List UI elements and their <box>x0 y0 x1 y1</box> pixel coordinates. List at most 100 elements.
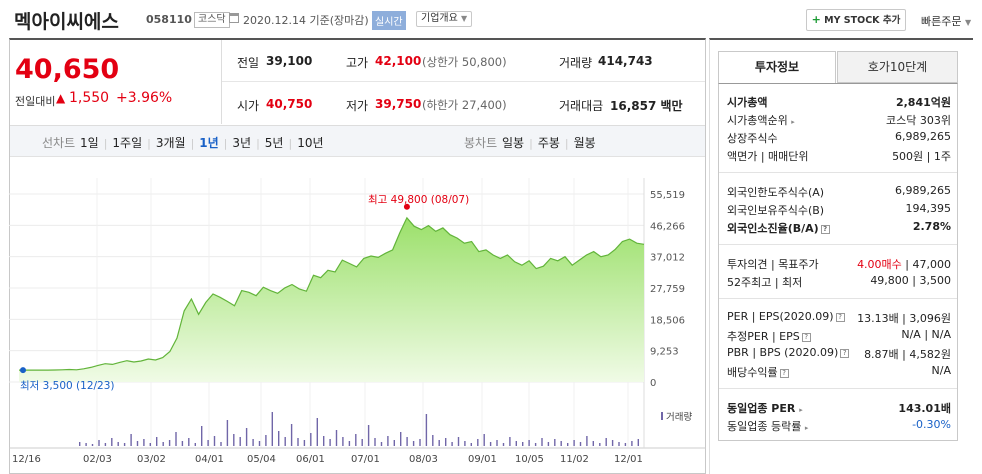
volume-bar <box>297 438 299 446</box>
volume-bar <box>117 442 119 446</box>
volume-bar <box>316 418 318 446</box>
period-tab-2[interactable]: 3개월 <box>155 136 186 150</box>
chart-max-label: 최고 49,800 (08/07) <box>368 194 470 206</box>
candle-tab-1[interactable]: 주봉 <box>537 136 560 150</box>
rank-label[interactable]: 시가총액순위 ▸ <box>727 112 795 128</box>
info-icon[interactable]: ? <box>820 225 830 234</box>
volume-bar <box>271 412 273 446</box>
volume-bar <box>252 439 254 446</box>
volume-bar <box>245 428 248 446</box>
period-tab-5[interactable]: 5년 <box>264 136 284 150</box>
volume-bar <box>419 439 421 446</box>
low-label: 저가 <box>346 99 369 113</box>
amount-value: 16,857 백만 <box>610 99 683 113</box>
volume-legend: 거래량 <box>661 409 692 423</box>
volume-bar <box>226 420 229 446</box>
calendar-icon <box>229 13 239 23</box>
volume-bar <box>528 440 530 446</box>
company-info-label: 기업개요 <box>421 13 458 24</box>
high-value: 42,100 <box>375 54 422 68</box>
quick-order-link[interactable]: 빠른주문 ▼ <box>921 13 971 29</box>
tab-invest-label: 투자정보 <box>754 60 800 74</box>
company-name: 멕아이씨에스 <box>14 11 119 33</box>
pbr-value: 8.87배 | 4,582원 <box>864 348 951 361</box>
date-text: 2020.12.14 기준(장마감) <box>243 14 369 27</box>
candle-tabs: 일봉 | 주봉 | 월봉 <box>502 134 596 151</box>
candle-tab-2[interactable]: 월봉 <box>573 136 596 150</box>
volume-bar <box>98 440 100 446</box>
change-percent: +3.96% <box>116 90 173 106</box>
volume-bar <box>457 437 460 446</box>
info-icon[interactable]: ? <box>779 369 789 378</box>
foreign-hold-label: 외국인보유주식수(B) <box>727 204 825 217</box>
period-tab-0[interactable]: 1일 <box>80 136 99 150</box>
volume-bar <box>284 437 286 446</box>
divider <box>719 388 957 389</box>
volume-bar <box>483 434 485 446</box>
foreign-rate-value: 2.78% <box>912 220 951 233</box>
info-icon[interactable]: ? <box>840 349 850 358</box>
price-divider <box>221 40 222 124</box>
period-tab-1[interactable]: 1주일 <box>112 136 143 150</box>
period-tab-3[interactable]: 1년 <box>199 136 219 150</box>
per-label: PER | EPS(2020.09) <box>727 310 834 323</box>
mcap-label: 시가총액 <box>727 96 768 109</box>
volume-bar <box>156 437 158 446</box>
volume-legend-label: 거래량 <box>666 412 693 423</box>
min-marker <box>20 367 26 374</box>
my-stock-add-button[interactable]: + MY STOCK 추가 <box>806 9 906 31</box>
industry-rate-label: 동일업종 등락률 <box>727 420 802 433</box>
mcap-value: 2,841억원 <box>895 96 951 109</box>
x-tick-label: 04/01 <box>195 454 224 465</box>
realtime-badge[interactable]: 실시간 <box>372 11 406 30</box>
industry-per-value: 143.01배 <box>898 402 951 415</box>
high-label: 고가 <box>346 56 369 70</box>
volume-bar <box>130 434 132 446</box>
est-per-value: N/A | N/A <box>901 328 951 341</box>
current-price: 40,650 <box>15 54 120 85</box>
volume-bar <box>278 431 280 446</box>
est-per-label: 추정PER | EPS <box>727 330 800 343</box>
candle-tab-0[interactable]: 일봉 <box>502 136 525 150</box>
x-tick-label: 06/01 <box>296 454 325 465</box>
volume-bar <box>445 438 447 446</box>
x-tick-label: 10/05 <box>515 454 544 465</box>
volume-label: 거래량 <box>559 56 593 70</box>
volume-bar <box>104 443 107 446</box>
company-info-dropdown[interactable]: 기업개요 ▼ <box>416 11 473 27</box>
x-tick-label: 12/01 <box>614 454 643 465</box>
volume-value: 414,743 <box>598 54 653 68</box>
volume-bar <box>380 442 383 446</box>
volume-bar <box>502 443 505 446</box>
period-tab-6[interactable]: 10년 <box>297 136 324 150</box>
industry-rate-link[interactable]: 동일업종 등락률 ▸ <box>727 418 808 434</box>
volume-bar <box>592 441 594 446</box>
price-line <box>19 216 645 371</box>
side-panel <box>709 38 973 474</box>
volume-bar <box>637 439 639 446</box>
per-value: 13.13배 | 3,096원 <box>857 312 951 325</box>
volume-bar <box>233 434 235 446</box>
volume-bar <box>489 442 492 446</box>
period-tab-4[interactable]: 3년 <box>232 136 252 150</box>
foreign-hold-value: 194,395 <box>905 202 952 215</box>
up-arrow-icon: ▲ <box>56 91 66 105</box>
volume-bar <box>624 443 627 446</box>
volume-bar <box>258 441 261 446</box>
my-stock-label: MY STOCK 추가 <box>824 15 901 26</box>
volume-bar <box>374 438 376 446</box>
x-tick-label: 12/16 <box>12 454 41 465</box>
info-icon[interactable]: ? <box>835 313 845 322</box>
tab-invest-info[interactable]: 투자정보 <box>718 51 836 83</box>
x-tick-label: 11/02 <box>560 454 589 465</box>
volume-bar <box>220 442 222 446</box>
volume-bar <box>91 444 94 446</box>
tab-hoga[interactable]: 호가10단계 <box>837 51 958 83</box>
volume-bar <box>290 424 293 446</box>
foreign-limit-value: 6,989,265 <box>895 184 951 197</box>
chevron-down-icon: ▼ <box>461 14 468 23</box>
info-icon[interactable]: ? <box>801 333 811 342</box>
industry-per-link[interactable]: 동일업종 PER ▸ <box>727 400 803 416</box>
plus-icon: + <box>811 13 821 26</box>
volume-bar <box>541 438 543 446</box>
